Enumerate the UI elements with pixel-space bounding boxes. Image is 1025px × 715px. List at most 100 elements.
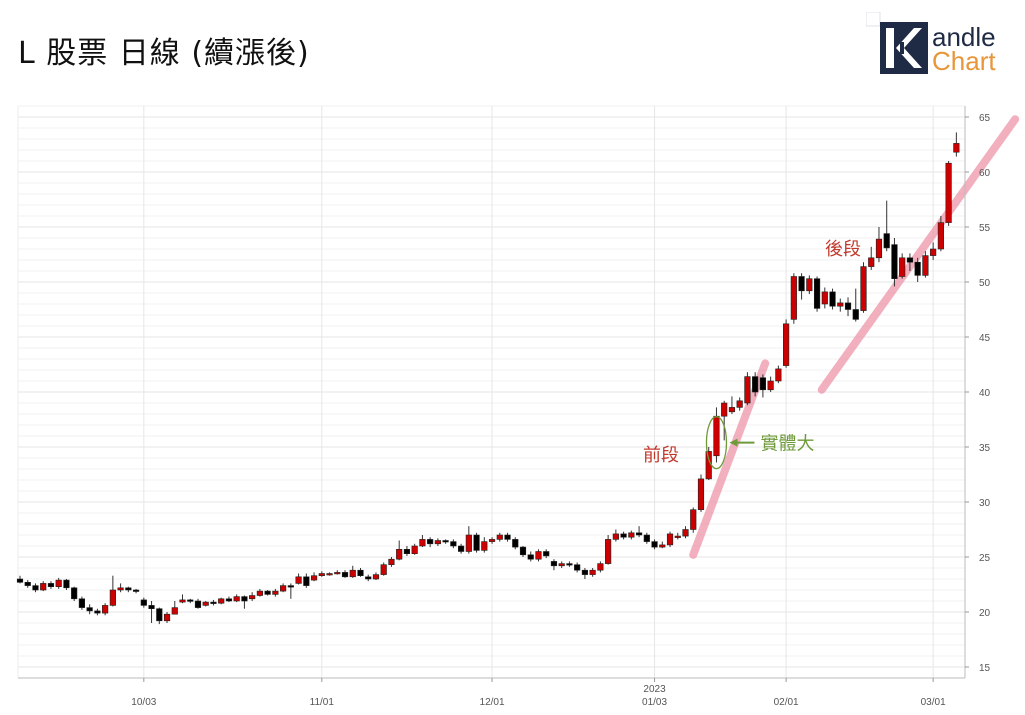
candle-body	[249, 595, 256, 600]
candle-body	[736, 400, 743, 408]
candle-body	[535, 551, 542, 560]
candle-body	[829, 291, 836, 307]
candle-body	[148, 605, 155, 610]
candle-body	[945, 162, 952, 223]
candle-body	[566, 563, 573, 566]
candle-body	[930, 248, 937, 256]
x-tick-label: 01/03	[642, 697, 667, 708]
candle-body	[202, 601, 209, 606]
candle-body	[682, 529, 689, 537]
candle-body	[868, 257, 875, 267]
trendlines	[689, 115, 1020, 559]
chart-title: L 股票 日線 (續漲後)	[18, 36, 310, 71]
candle-body	[953, 143, 960, 153]
candle-body	[94, 610, 101, 614]
candle-body	[187, 599, 194, 602]
candle-body	[844, 302, 852, 310]
candlechart-logo: andle Chart	[866, 12, 996, 76]
candle-body	[697, 478, 705, 510]
y-tick-label: 50	[979, 278, 991, 289]
candle-body	[256, 590, 263, 596]
y-tick-label: 55	[979, 223, 991, 234]
candle-body	[264, 590, 271, 595]
logo-text-andle: andle	[932, 22, 996, 52]
candle-body	[326, 573, 333, 576]
candle-body	[318, 573, 325, 577]
candle-body	[767, 380, 774, 391]
y-tick-label: 30	[979, 498, 991, 509]
candle-body	[163, 613, 171, 622]
candle-body	[171, 607, 178, 615]
candle-body	[40, 583, 47, 591]
candle-body	[465, 534, 472, 552]
logo-text-chart: Chart	[932, 46, 996, 76]
candle-body	[357, 569, 364, 577]
front-segment-label: 前段	[643, 445, 679, 466]
candles	[16, 132, 960, 625]
candle-body	[303, 576, 310, 586]
candle-body	[906, 257, 914, 263]
candle-body	[16, 578, 24, 583]
candle-body	[837, 302, 844, 307]
candle-body	[759, 377, 766, 391]
y-tick-label: 45	[979, 333, 991, 344]
candle-body	[512, 539, 519, 548]
candle-body	[504, 534, 511, 540]
candle-body	[295, 576, 302, 584]
candle-body	[117, 587, 124, 591]
candle-body	[411, 545, 418, 554]
candle-body	[937, 222, 944, 250]
candle-body	[612, 533, 619, 540]
candle-body	[550, 561, 558, 567]
candle-body	[372, 574, 380, 580]
candle-body	[713, 415, 720, 457]
candle-body	[388, 558, 395, 566]
candle-body	[783, 323, 790, 366]
k-logo-icon	[866, 12, 928, 74]
candle-body	[109, 589, 116, 606]
candle-body	[102, 605, 109, 614]
candle-body	[179, 599, 186, 603]
candle-body	[721, 402, 728, 417]
x-tick-label: 03/01	[921, 697, 946, 708]
y-tick-label: 40	[979, 388, 991, 399]
candle-body	[156, 608, 163, 622]
y-tick-label: 35	[979, 443, 991, 454]
candle-body	[396, 548, 403, 560]
candle-body	[558, 563, 565, 567]
candle-body	[860, 266, 867, 311]
candle-body	[922, 255, 929, 276]
candle-body	[674, 535, 681, 538]
candle-body	[55, 579, 62, 587]
candle-body	[71, 587, 78, 600]
candle-body	[643, 534, 650, 542]
large-body-label: 實體大	[760, 434, 814, 455]
candle-body	[225, 598, 233, 602]
candle-body	[241, 596, 248, 602]
candle-body	[365, 576, 372, 580]
candle-body	[527, 554, 534, 560]
candle-body	[78, 598, 85, 608]
candle-body	[287, 585, 294, 588]
candle-body	[651, 541, 658, 548]
candle-body	[875, 238, 883, 259]
candle-body	[458, 545, 465, 552]
candle-body	[132, 589, 140, 592]
candle-body	[140, 599, 147, 606]
x-tick-label: 12/01	[480, 697, 505, 708]
axes: 15 20 25 30 35 40 45 50 55 60 65 10/03 11/01 12/01 01/…	[18, 106, 991, 708]
candle-body	[233, 596, 240, 602]
candle-body	[659, 544, 666, 548]
trendline-back	[817, 115, 1020, 394]
x-tick-label: 11/01	[310, 697, 335, 708]
candle-body	[798, 276, 805, 292]
candle-body	[899, 257, 906, 277]
large-body-ellipse	[705, 415, 728, 470]
candle-body	[419, 539, 426, 547]
candle-body	[194, 600, 202, 608]
candle-body	[666, 533, 674, 546]
candle-body	[218, 598, 225, 604]
y-tick-label: 15	[979, 663, 991, 674]
candle-body	[47, 583, 55, 588]
candle-body	[481, 541, 488, 551]
